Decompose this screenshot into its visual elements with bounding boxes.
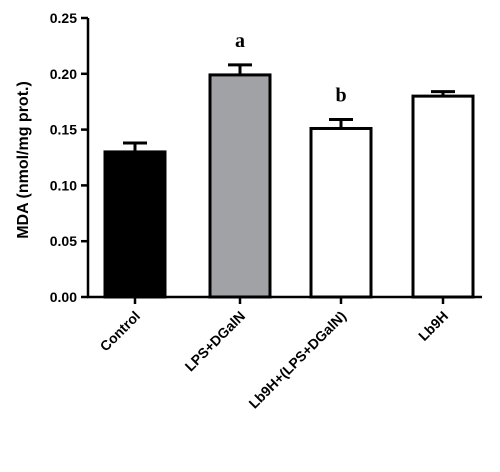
- bar-lb9h: [411, 94, 475, 299]
- y-axis: 0.00 0.05 0.10 0.15 0.20 0.25: [50, 10, 90, 305]
- bar-control: [103, 150, 167, 299]
- y-axis-label: MDA (nmol/mg prot.): [15, 81, 32, 239]
- bar-lb9h-lps-dgaln: [309, 126, 373, 299]
- y-tick-label: 0.00: [50, 289, 77, 305]
- bar-lps-dgaln: [208, 73, 272, 299]
- x-tick-label: Control: [97, 308, 144, 355]
- significance-label: b: [335, 85, 346, 107]
- x-tick-label: LPS+DGalN: [182, 308, 249, 375]
- significance-label: a: [235, 30, 245, 52]
- y-tick-label: 0.20: [50, 66, 77, 82]
- bars: ab: [103, 30, 475, 299]
- x-tick-label: Lb9H+(LPS+DGalN): [245, 308, 349, 412]
- y-tick-label: 0.05: [50, 233, 77, 249]
- y-tick-label: 0.15: [50, 122, 77, 138]
- y-tick-label: 0.10: [50, 177, 77, 193]
- x-tick-label: Lb9H: [415, 308, 451, 344]
- y-tick-label: 0.25: [50, 10, 77, 26]
